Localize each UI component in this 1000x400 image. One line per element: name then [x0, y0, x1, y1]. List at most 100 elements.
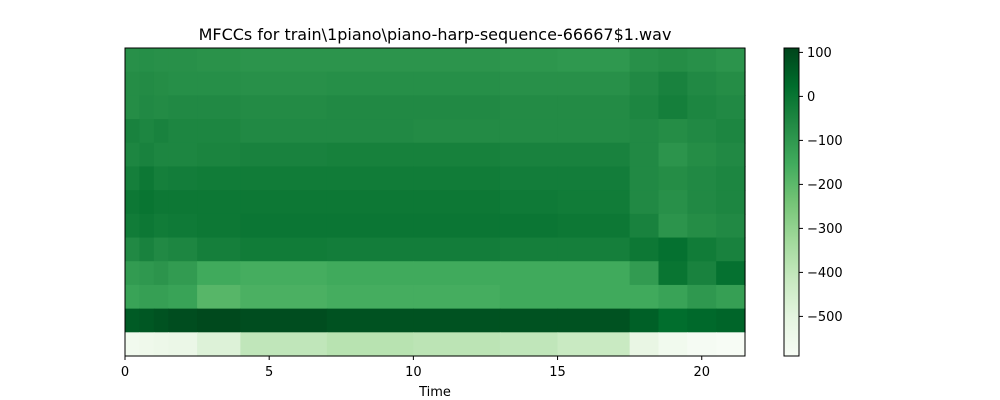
heatmap-cell: [168, 284, 198, 310]
heatmap-cell: [413, 48, 501, 73]
heatmap-cell: [139, 142, 155, 168]
colorbar-tick-label: 100: [807, 46, 832, 61]
heatmap-cell: [197, 119, 241, 144]
x-tick-label: 10: [405, 365, 422, 380]
heatmap-cell: [629, 48, 660, 73]
heatmap-cell: [687, 48, 717, 73]
heatmap-cell: [240, 142, 328, 168]
heatmap-cell: [125, 308, 141, 333]
heatmap-cell: [240, 213, 328, 239]
heatmap-cell: [125, 48, 141, 73]
heatmap-cell: [499, 119, 559, 144]
heatmap-cell: [716, 190, 746, 215]
heatmap-cell: [557, 237, 631, 262]
heatmap-cell: [197, 71, 241, 96]
heatmap-cell: [153, 48, 169, 73]
heatmap-cell: [240, 261, 328, 286]
heatmap-cell: [139, 261, 155, 286]
heatmap-cell: [197, 142, 241, 168]
heatmap-cell: [139, 213, 155, 239]
heatmap-cell: [168, 261, 198, 286]
colorbar-tick-label: 0: [807, 90, 815, 105]
heatmap-cell: [240, 119, 328, 144]
colorbar-tick-label: −400: [807, 266, 843, 281]
heatmap-cell: [557, 190, 631, 215]
heatmap-cell: [240, 237, 328, 262]
heatmap-cell: [326, 190, 414, 215]
heatmap-cell: [326, 119, 414, 144]
heatmap-cell: [139, 284, 155, 310]
heatmap-cell: [716, 142, 746, 168]
heatmap-cell: [716, 308, 746, 333]
heatmap-cell: [125, 190, 141, 215]
heatmap-cell: [629, 119, 660, 144]
heatmap-cell: [658, 213, 688, 239]
heatmap-cell: [197, 95, 241, 120]
heatmap-cell: [125, 213, 141, 239]
heatmap-cell: [240, 95, 328, 120]
heatmap-cell: [139, 190, 155, 215]
heatmap-cell: [326, 142, 414, 168]
heatmap-cell: [687, 166, 717, 191]
heatmap-cell: [658, 332, 688, 357]
heatmap-cell: [687, 284, 717, 310]
heatmap-cell: [240, 284, 328, 310]
heatmap-cell: [125, 142, 141, 168]
heatmap-cell: [125, 95, 141, 120]
heatmap-cell: [557, 308, 631, 333]
heatmap-cell: [629, 308, 660, 333]
heatmap-cell: [658, 48, 688, 73]
heatmap-cell: [557, 332, 631, 357]
heatmap-cell: [716, 284, 746, 310]
x-tick-label: 5: [265, 365, 273, 380]
heatmap-cell: [629, 284, 660, 310]
heatmap-cell: [168, 95, 198, 120]
heatmap-cell: [557, 142, 631, 168]
heatmap-cell: [499, 308, 559, 333]
heatmap-cell: [240, 308, 328, 333]
heatmap-cell: [629, 142, 660, 168]
heatmap-cell: [658, 308, 688, 333]
heatmap-cell: [499, 261, 559, 286]
heatmap-cell: [658, 284, 688, 310]
heatmap-cell: [716, 237, 746, 262]
heatmap-cell: [413, 332, 501, 357]
heatmap-cell: [658, 261, 688, 286]
heatmap-cell: [139, 308, 155, 333]
heatmap-cell: [413, 237, 501, 262]
heatmap-cell: [125, 261, 141, 286]
heatmap-cell: [687, 261, 717, 286]
heatmap-cell: [413, 284, 501, 310]
heatmap-cell: [499, 71, 559, 96]
heatmap-cell: [413, 71, 501, 96]
heatmap-cell: [557, 284, 631, 310]
heatmap-cell: [139, 71, 155, 96]
heatmap-cell: [716, 48, 746, 73]
heatmap-cell: [629, 166, 660, 191]
heatmap-cell: [413, 166, 501, 191]
heatmap-cell: [326, 48, 414, 73]
plot-frame: [124, 47, 746, 357]
heatmap-cell: [168, 308, 198, 333]
heatmap-cell: [557, 71, 631, 96]
colorbar-axis: 100 0 −100 −200 −300 −400 −500: [799, 46, 843, 325]
heatmap-cell: [687, 95, 717, 120]
heatmap-cell: [413, 142, 501, 168]
heatmap-cell: [153, 213, 169, 239]
heatmap-cell: [557, 166, 631, 191]
heatmap-cell: [687, 332, 717, 357]
heatmap-cell: [499, 95, 559, 120]
heatmap-cell: [716, 261, 746, 286]
heatmap-cell: [629, 190, 660, 215]
heatmap-cell: [687, 213, 717, 239]
heatmap-cell: [499, 213, 559, 239]
heatmap-cell: [629, 237, 660, 262]
heatmap-cell: [153, 142, 169, 168]
heatmap-cell: [658, 119, 688, 144]
heatmap-cell: [168, 71, 198, 96]
heatmap-cell: [326, 332, 414, 357]
heatmap-cell: [716, 95, 746, 120]
heatmap-cell: [125, 284, 141, 310]
heatmap-cell: [326, 261, 414, 286]
heatmap-cell: [168, 237, 198, 262]
